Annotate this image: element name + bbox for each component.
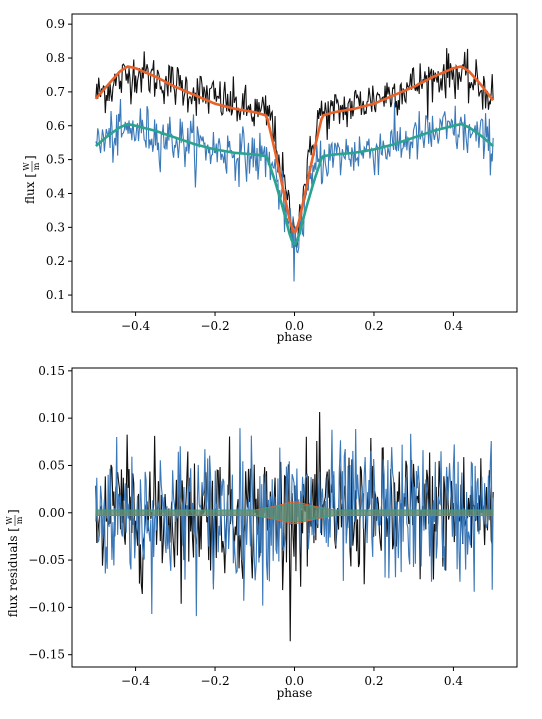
series-0-1-noisy-line	[95, 99, 494, 282]
y-tick-label: 0.2	[46, 254, 65, 268]
x-tick-label: 0.0	[285, 319, 304, 333]
series-0-3-model-line	[94, 122, 495, 246]
series-1-0-noisy-line	[95, 411, 494, 642]
x-tick-label: −0.2	[200, 319, 229, 333]
residuals-y-ticks: −0.15 −0.10 −0.05 0.00 0.05 0.10 0.15	[28, 364, 72, 662]
x-tick-label: 0.4	[444, 319, 463, 333]
residuals-x-axis-label: phase	[277, 686, 313, 700]
series-1-3-band	[95, 503, 494, 523]
svg-text:W: W	[5, 516, 14, 525]
x-tick-label: −0.4	[121, 319, 151, 333]
residuals-series-group	[95, 411, 494, 642]
y-tick-label: 0.8	[46, 51, 65, 65]
x-tick-label: −0.2	[200, 674, 229, 688]
flux-residuals-panel: −0.15 −0.10 −0.05 0.00 0.05 0.10 0.15 −0.4 −0.2…	[5, 364, 518, 700]
y-tick-label: 0.4	[46, 186, 65, 200]
residuals-y-axis-label: flux residuals [ W m ]	[5, 509, 24, 617]
x-tick-label: 0.0	[285, 674, 304, 688]
x-tick-label: 0.2	[364, 674, 383, 688]
svg-text:flux [: flux [	[23, 173, 37, 204]
y-tick-label: 0.1	[46, 288, 65, 302]
svg-text:]: ]	[6, 509, 20, 514]
y-tick-label: 0.15	[38, 364, 65, 378]
flux-y-ticks: 0.1 0.2 0.3 0.4 0.5 0.6 0.7 0.8 0.9	[46, 17, 72, 302]
flux-x-ticks: −0.4 −0.2 0.0 0.2 0.4	[121, 312, 463, 333]
y-tick-label: −0.15	[28, 648, 65, 662]
y-tick-label: 0.5	[46, 153, 65, 167]
svg-text:W: W	[22, 162, 31, 171]
residuals-x-ticks: −0.4 −0.2 0.0 0.2 0.4	[121, 667, 463, 688]
flux-x-axis-label: phase	[277, 330, 313, 344]
y-tick-label: 0.05	[38, 458, 65, 472]
x-tick-label: −0.4	[121, 674, 151, 688]
y-tick-label: −0.10	[28, 600, 65, 614]
svg-text:m: m	[15, 516, 24, 524]
svg-text:flux residuals [: flux residuals [	[6, 527, 20, 617]
y-tick-label: 0.6	[46, 119, 65, 133]
svg-text:m: m	[32, 162, 41, 170]
series-0-2-model-line	[94, 65, 495, 233]
y-tick-label: 0.10	[38, 411, 65, 425]
y-tick-label: 0.3	[46, 220, 65, 234]
svg-text:]: ]	[23, 155, 37, 160]
flux-y-axis-label: flux [ W m ]	[22, 155, 41, 204]
y-tick-label: 0.00	[38, 506, 65, 520]
flux-series-group	[94, 48, 495, 282]
y-tick-label: 0.9	[46, 17, 65, 31]
x-tick-label: 0.2	[364, 319, 383, 333]
flux-panel: 0.1 0.2 0.3 0.4 0.5 0.6 0.7 0.8 0.9 −0.4 −0.2 0.0 0…	[22, 13, 518, 344]
x-tick-label: 0.4	[444, 674, 463, 688]
y-tick-label: 0.7	[46, 85, 65, 99]
y-tick-label: −0.05	[28, 553, 65, 567]
